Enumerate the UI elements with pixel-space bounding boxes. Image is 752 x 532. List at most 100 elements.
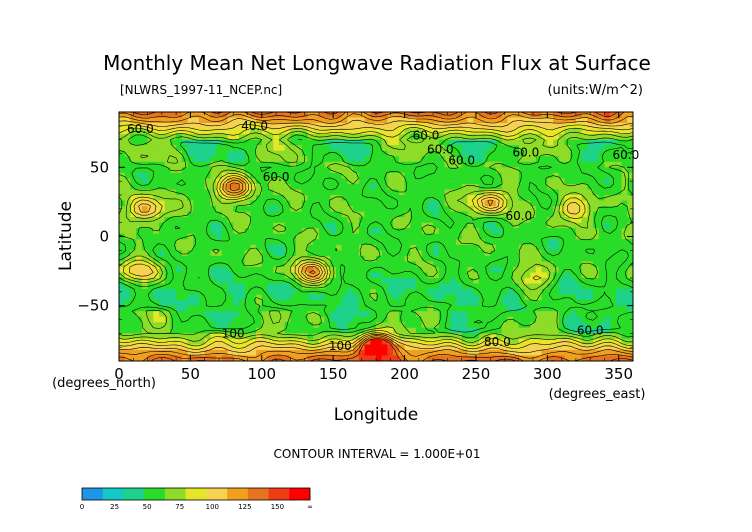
field-cell bbox=[221, 150, 228, 157]
field-cell bbox=[604, 272, 611, 279]
field-cell bbox=[593, 172, 600, 179]
field-cell bbox=[136, 145, 143, 152]
field-cell bbox=[610, 239, 617, 246]
field-cell bbox=[587, 244, 594, 251]
field-cell bbox=[290, 322, 297, 329]
field-cell bbox=[181, 206, 188, 212]
field-cell bbox=[507, 217, 514, 224]
field-cell bbox=[427, 156, 434, 163]
field-cell bbox=[330, 145, 337, 152]
field-cell bbox=[507, 172, 514, 179]
colorbar-swatch bbox=[102, 488, 124, 500]
field-cell bbox=[558, 255, 565, 262]
field-cell bbox=[193, 244, 200, 251]
field-cell bbox=[187, 150, 194, 157]
field-cell bbox=[296, 239, 303, 246]
field-cell bbox=[141, 123, 148, 129]
field-cell bbox=[221, 233, 228, 240]
units-subtitle: (units:W/m^2) bbox=[547, 83, 643, 98]
field-cell bbox=[438, 233, 445, 240]
field-cell bbox=[524, 278, 531, 284]
field-cell bbox=[575, 294, 582, 301]
field-cell bbox=[404, 233, 411, 240]
field-cell bbox=[610, 294, 617, 301]
field-cell bbox=[244, 305, 251, 312]
field-cell bbox=[221, 189, 228, 196]
field-cell bbox=[124, 134, 131, 141]
field-cell bbox=[387, 123, 394, 129]
x-tick-label: 50 bbox=[181, 365, 200, 383]
field-cell bbox=[336, 244, 343, 251]
field-cell bbox=[376, 349, 383, 356]
field-cell bbox=[610, 278, 617, 284]
field-cell bbox=[301, 123, 308, 129]
field-cell bbox=[250, 338, 257, 345]
field-cell bbox=[341, 349, 348, 356]
field-cell bbox=[410, 178, 417, 185]
field-cell bbox=[221, 344, 228, 351]
field-cell bbox=[136, 172, 143, 179]
field-cell bbox=[484, 255, 491, 262]
field-cell bbox=[324, 112, 331, 118]
field-cell bbox=[444, 200, 451, 207]
field-cell bbox=[484, 333, 491, 340]
field-cell bbox=[204, 211, 211, 218]
field-cell bbox=[484, 222, 491, 229]
field-cell bbox=[467, 272, 474, 279]
field-cell bbox=[530, 172, 537, 179]
field-cell bbox=[478, 167, 485, 174]
field-cell bbox=[524, 272, 531, 279]
field-cell bbox=[410, 228, 417, 235]
field-cell bbox=[364, 278, 371, 284]
field-cell bbox=[227, 300, 234, 307]
field-cell bbox=[398, 338, 405, 345]
field-cell bbox=[467, 228, 474, 235]
field-cell bbox=[347, 250, 354, 257]
field-cell bbox=[570, 139, 577, 146]
field-cell bbox=[393, 167, 400, 174]
field-cell bbox=[398, 300, 405, 307]
field-cell bbox=[495, 355, 503, 362]
field-cell bbox=[501, 178, 508, 185]
field-cell bbox=[341, 217, 348, 224]
field-cell bbox=[621, 333, 628, 340]
field-cell bbox=[330, 244, 337, 251]
field-cell bbox=[176, 250, 183, 257]
field-cell bbox=[296, 255, 303, 262]
field-cell bbox=[278, 112, 286, 118]
field-cell bbox=[427, 228, 434, 235]
field-cell bbox=[313, 161, 320, 168]
field-cell bbox=[467, 172, 474, 179]
field-cell bbox=[290, 156, 297, 163]
field-cell bbox=[324, 167, 331, 174]
field-cell bbox=[124, 333, 131, 340]
field-cell bbox=[587, 294, 594, 301]
field-cell bbox=[136, 233, 143, 240]
field-cell bbox=[318, 250, 325, 257]
field-cell bbox=[427, 266, 434, 273]
field-cell bbox=[330, 305, 337, 312]
field-cell bbox=[336, 327, 343, 334]
field-cell bbox=[136, 150, 143, 157]
field-cell bbox=[370, 183, 377, 190]
field-cell bbox=[187, 349, 194, 356]
field-cell bbox=[341, 112, 348, 118]
field-cell bbox=[284, 322, 291, 329]
field-cell bbox=[404, 139, 411, 146]
field-cell bbox=[284, 134, 291, 141]
field-cell bbox=[353, 250, 360, 257]
field-cell bbox=[564, 217, 571, 224]
field-cell bbox=[318, 322, 325, 329]
field-cell bbox=[438, 250, 445, 257]
field-cell bbox=[284, 255, 291, 262]
field-cell bbox=[216, 117, 223, 124]
field-cell bbox=[507, 139, 514, 146]
field-cell bbox=[370, 167, 377, 174]
field-cell bbox=[353, 233, 360, 240]
field-cell bbox=[170, 156, 177, 163]
field-cell bbox=[507, 228, 514, 235]
field-cell bbox=[473, 266, 480, 273]
field-cell bbox=[518, 239, 525, 246]
field-cell bbox=[473, 300, 480, 307]
field-cell bbox=[490, 150, 497, 157]
